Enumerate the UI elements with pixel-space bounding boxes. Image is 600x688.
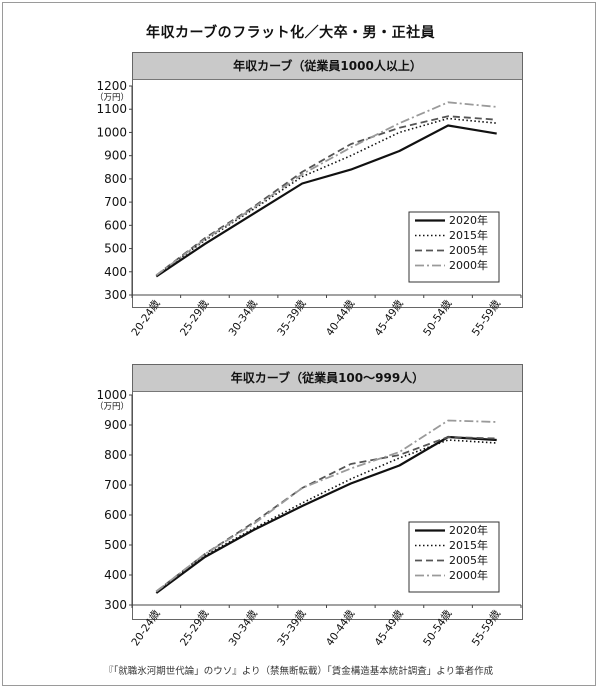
- y-tick-label: 600: [104, 218, 127, 232]
- legend-label: 2005年: [449, 553, 488, 567]
- x-tick-label: 20-24歳: [129, 607, 163, 648]
- x-tick-label: 35-39歳: [275, 607, 309, 648]
- y-tick-label: 300: [104, 288, 127, 302]
- chart-title: 年収カーブ（従業員100〜999人）: [133, 365, 522, 392]
- chart-title: 年収カーブ（従業員1000人以上）: [133, 53, 522, 80]
- series-line: [155, 101, 497, 277]
- legend: [408, 521, 500, 593]
- series-line: [155, 419, 497, 593]
- y-tick-label: 700: [104, 478, 127, 492]
- legend-label: 2015年: [449, 228, 488, 242]
- series-line: [155, 115, 497, 277]
- y-tick-label: 500: [104, 242, 127, 256]
- series-line: [155, 124, 497, 278]
- y-tick-label: 400: [104, 265, 127, 279]
- y-tick-label: 400: [104, 568, 127, 582]
- y-axis-unit: （万円）: [95, 92, 129, 103]
- page-title: 年収カーブのフラット化／大卒・男・正社員: [146, 25, 436, 41]
- y-tick-label: 500: [104, 538, 127, 552]
- y-tick-label: 300: [104, 598, 127, 612]
- x-tick-label: 45-49歳: [373, 607, 407, 648]
- x-tick-label: 30-34歳: [227, 607, 261, 648]
- y-tick-label: 600: [104, 508, 127, 522]
- legend-label: 2005年: [449, 243, 488, 257]
- series-line: [155, 435, 497, 594]
- y-tick-label: 1000: [96, 125, 127, 139]
- series-line: [155, 439, 497, 593]
- y-tick-label: 800: [104, 448, 127, 462]
- legend-label: 2000年: [449, 568, 488, 582]
- x-tick-label: 55-59歳: [470, 607, 504, 648]
- y-tick-label: 1000: [96, 388, 127, 402]
- x-tick-label: 25-29歳: [178, 607, 212, 648]
- chart-mid-firms: 300 400 500 600 700 800 900 1000（万円） 20-24歳 25-29…: [95, 388, 522, 648]
- legend-label: 2000年: [449, 258, 488, 272]
- y-tick-label: 1200: [96, 79, 127, 93]
- y-tick-label: 900: [104, 418, 127, 432]
- series-line: [155, 117, 497, 276]
- y-tick-label: 900: [104, 149, 127, 163]
- source-note: 『「就職氷河期世代論」のウソ』より（禁無断転載）「賃金構造基本統計調査」より筆者…: [104, 666, 494, 677]
- x-tick-label: 40-44歳: [324, 607, 358, 648]
- chart-large-firms: 300400500600700800900100011001200（万円）20-…: [95, 79, 522, 338]
- x-tick-label: 50-54歳: [421, 607, 455, 648]
- legend-label: 2015年: [449, 538, 488, 552]
- chart-panel-mid-firms: 年収カーブ（従業員100〜999人）: [132, 364, 523, 620]
- legend: [408, 211, 500, 283]
- y-tick-label: 700: [104, 195, 127, 209]
- legend-label: 2020年: [449, 523, 488, 537]
- legend-label: 2020年: [449, 213, 488, 227]
- y-tick-label: 800: [104, 172, 127, 186]
- y-axis-unit: （万円）: [95, 401, 129, 412]
- y-tick-label: 1100: [96, 102, 127, 116]
